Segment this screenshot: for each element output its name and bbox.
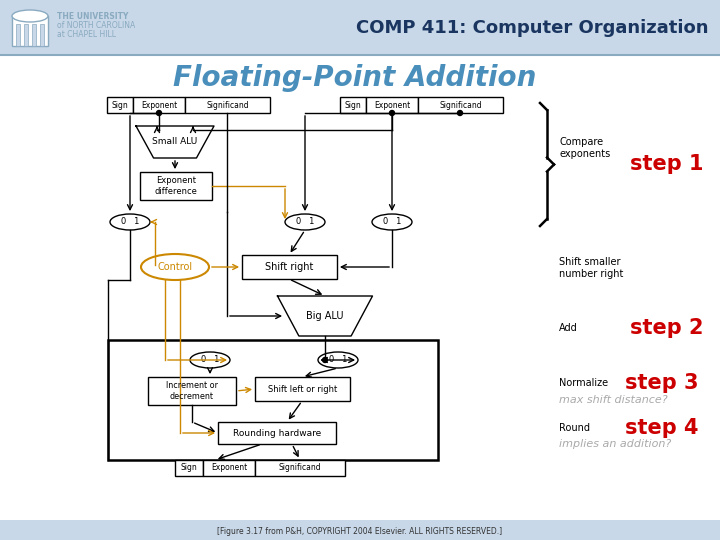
Text: Shift smaller
number right: Shift smaller number right bbox=[559, 257, 624, 279]
Circle shape bbox=[323, 357, 328, 362]
Text: Significand: Significand bbox=[279, 463, 321, 472]
Text: step 4: step 4 bbox=[625, 418, 698, 438]
Text: Sign: Sign bbox=[112, 100, 128, 110]
Text: 0   1: 0 1 bbox=[121, 218, 139, 226]
Text: Big ALU: Big ALU bbox=[306, 311, 343, 321]
Bar bbox=[148, 377, 236, 405]
Bar bbox=[40, 24, 44, 46]
Bar bbox=[418, 97, 503, 113]
Text: step 2: step 2 bbox=[630, 318, 703, 338]
Text: Small ALU: Small ALU bbox=[153, 138, 197, 146]
Circle shape bbox=[457, 111, 462, 116]
Bar bbox=[255, 460, 345, 476]
Bar bbox=[133, 97, 185, 113]
Text: step 1: step 1 bbox=[630, 154, 703, 174]
Text: Significand: Significand bbox=[206, 100, 249, 110]
Bar bbox=[218, 422, 336, 444]
Bar bbox=[340, 97, 366, 113]
Ellipse shape bbox=[141, 254, 209, 280]
Ellipse shape bbox=[190, 352, 230, 368]
Bar bbox=[32, 24, 36, 46]
Text: 0   1: 0 1 bbox=[329, 355, 347, 364]
Text: COMP 411: Computer Organization: COMP 411: Computer Organization bbox=[356, 19, 708, 37]
Text: of NORTH CAROLINA: of NORTH CAROLINA bbox=[57, 21, 135, 30]
Text: Exponent
difference: Exponent difference bbox=[155, 176, 197, 195]
Bar bbox=[242, 255, 337, 279]
Polygon shape bbox=[277, 296, 372, 336]
Text: THE UNIVERSITY: THE UNIVERSITY bbox=[57, 12, 128, 21]
Text: Compare
exponents: Compare exponents bbox=[559, 137, 611, 159]
Text: Shift left or right: Shift left or right bbox=[268, 384, 337, 394]
Text: max shift distance?: max shift distance? bbox=[559, 395, 667, 405]
Ellipse shape bbox=[12, 10, 48, 22]
Bar bbox=[185, 97, 270, 113]
Bar bbox=[175, 460, 203, 476]
Text: Increment or
decrement: Increment or decrement bbox=[166, 381, 218, 401]
Text: Round: Round bbox=[559, 423, 590, 433]
Text: Floating-Point Addition: Floating-Point Addition bbox=[174, 64, 536, 92]
Text: Sign: Sign bbox=[181, 463, 197, 472]
Bar bbox=[366, 97, 418, 113]
Text: [Figure 3.17 from P&H, COPYRIGHT 2004 Elsevier. ALL RIGHTS RESERVED.]: [Figure 3.17 from P&H, COPYRIGHT 2004 El… bbox=[217, 526, 503, 536]
Circle shape bbox=[156, 111, 161, 116]
Text: Normalize: Normalize bbox=[559, 378, 608, 388]
Ellipse shape bbox=[285, 214, 325, 230]
Polygon shape bbox=[136, 126, 214, 158]
Bar bbox=[16, 24, 20, 46]
Ellipse shape bbox=[110, 214, 150, 230]
Bar bbox=[0, 0, 720, 55]
Text: implies an addition?: implies an addition? bbox=[559, 439, 671, 449]
Text: at CHAPEL HILL: at CHAPEL HILL bbox=[57, 30, 116, 39]
Text: 0   1: 0 1 bbox=[383, 218, 401, 226]
Bar bbox=[108, 340, 438, 460]
Text: Exponent: Exponent bbox=[374, 100, 410, 110]
Text: Significand: Significand bbox=[439, 100, 482, 110]
Text: 0   1: 0 1 bbox=[201, 355, 219, 364]
Bar bbox=[140, 172, 212, 200]
Text: Add: Add bbox=[559, 323, 577, 333]
Bar bbox=[0, 520, 720, 540]
Text: step 3: step 3 bbox=[625, 373, 698, 393]
Bar bbox=[24, 24, 28, 46]
Ellipse shape bbox=[372, 214, 412, 230]
Text: Shift right: Shift right bbox=[265, 262, 314, 272]
Bar bbox=[12, 16, 48, 46]
Bar bbox=[203, 460, 255, 476]
Text: Exponent: Exponent bbox=[211, 463, 247, 472]
Text: Exponent: Exponent bbox=[141, 100, 177, 110]
Circle shape bbox=[390, 111, 395, 116]
Text: Sign: Sign bbox=[345, 100, 361, 110]
Bar bbox=[255, 377, 350, 401]
Text: Control: Control bbox=[158, 262, 192, 272]
Text: 0   1: 0 1 bbox=[296, 218, 314, 226]
Text: Rounding hardware: Rounding hardware bbox=[233, 429, 321, 437]
Ellipse shape bbox=[318, 352, 358, 368]
Bar bbox=[107, 97, 133, 113]
